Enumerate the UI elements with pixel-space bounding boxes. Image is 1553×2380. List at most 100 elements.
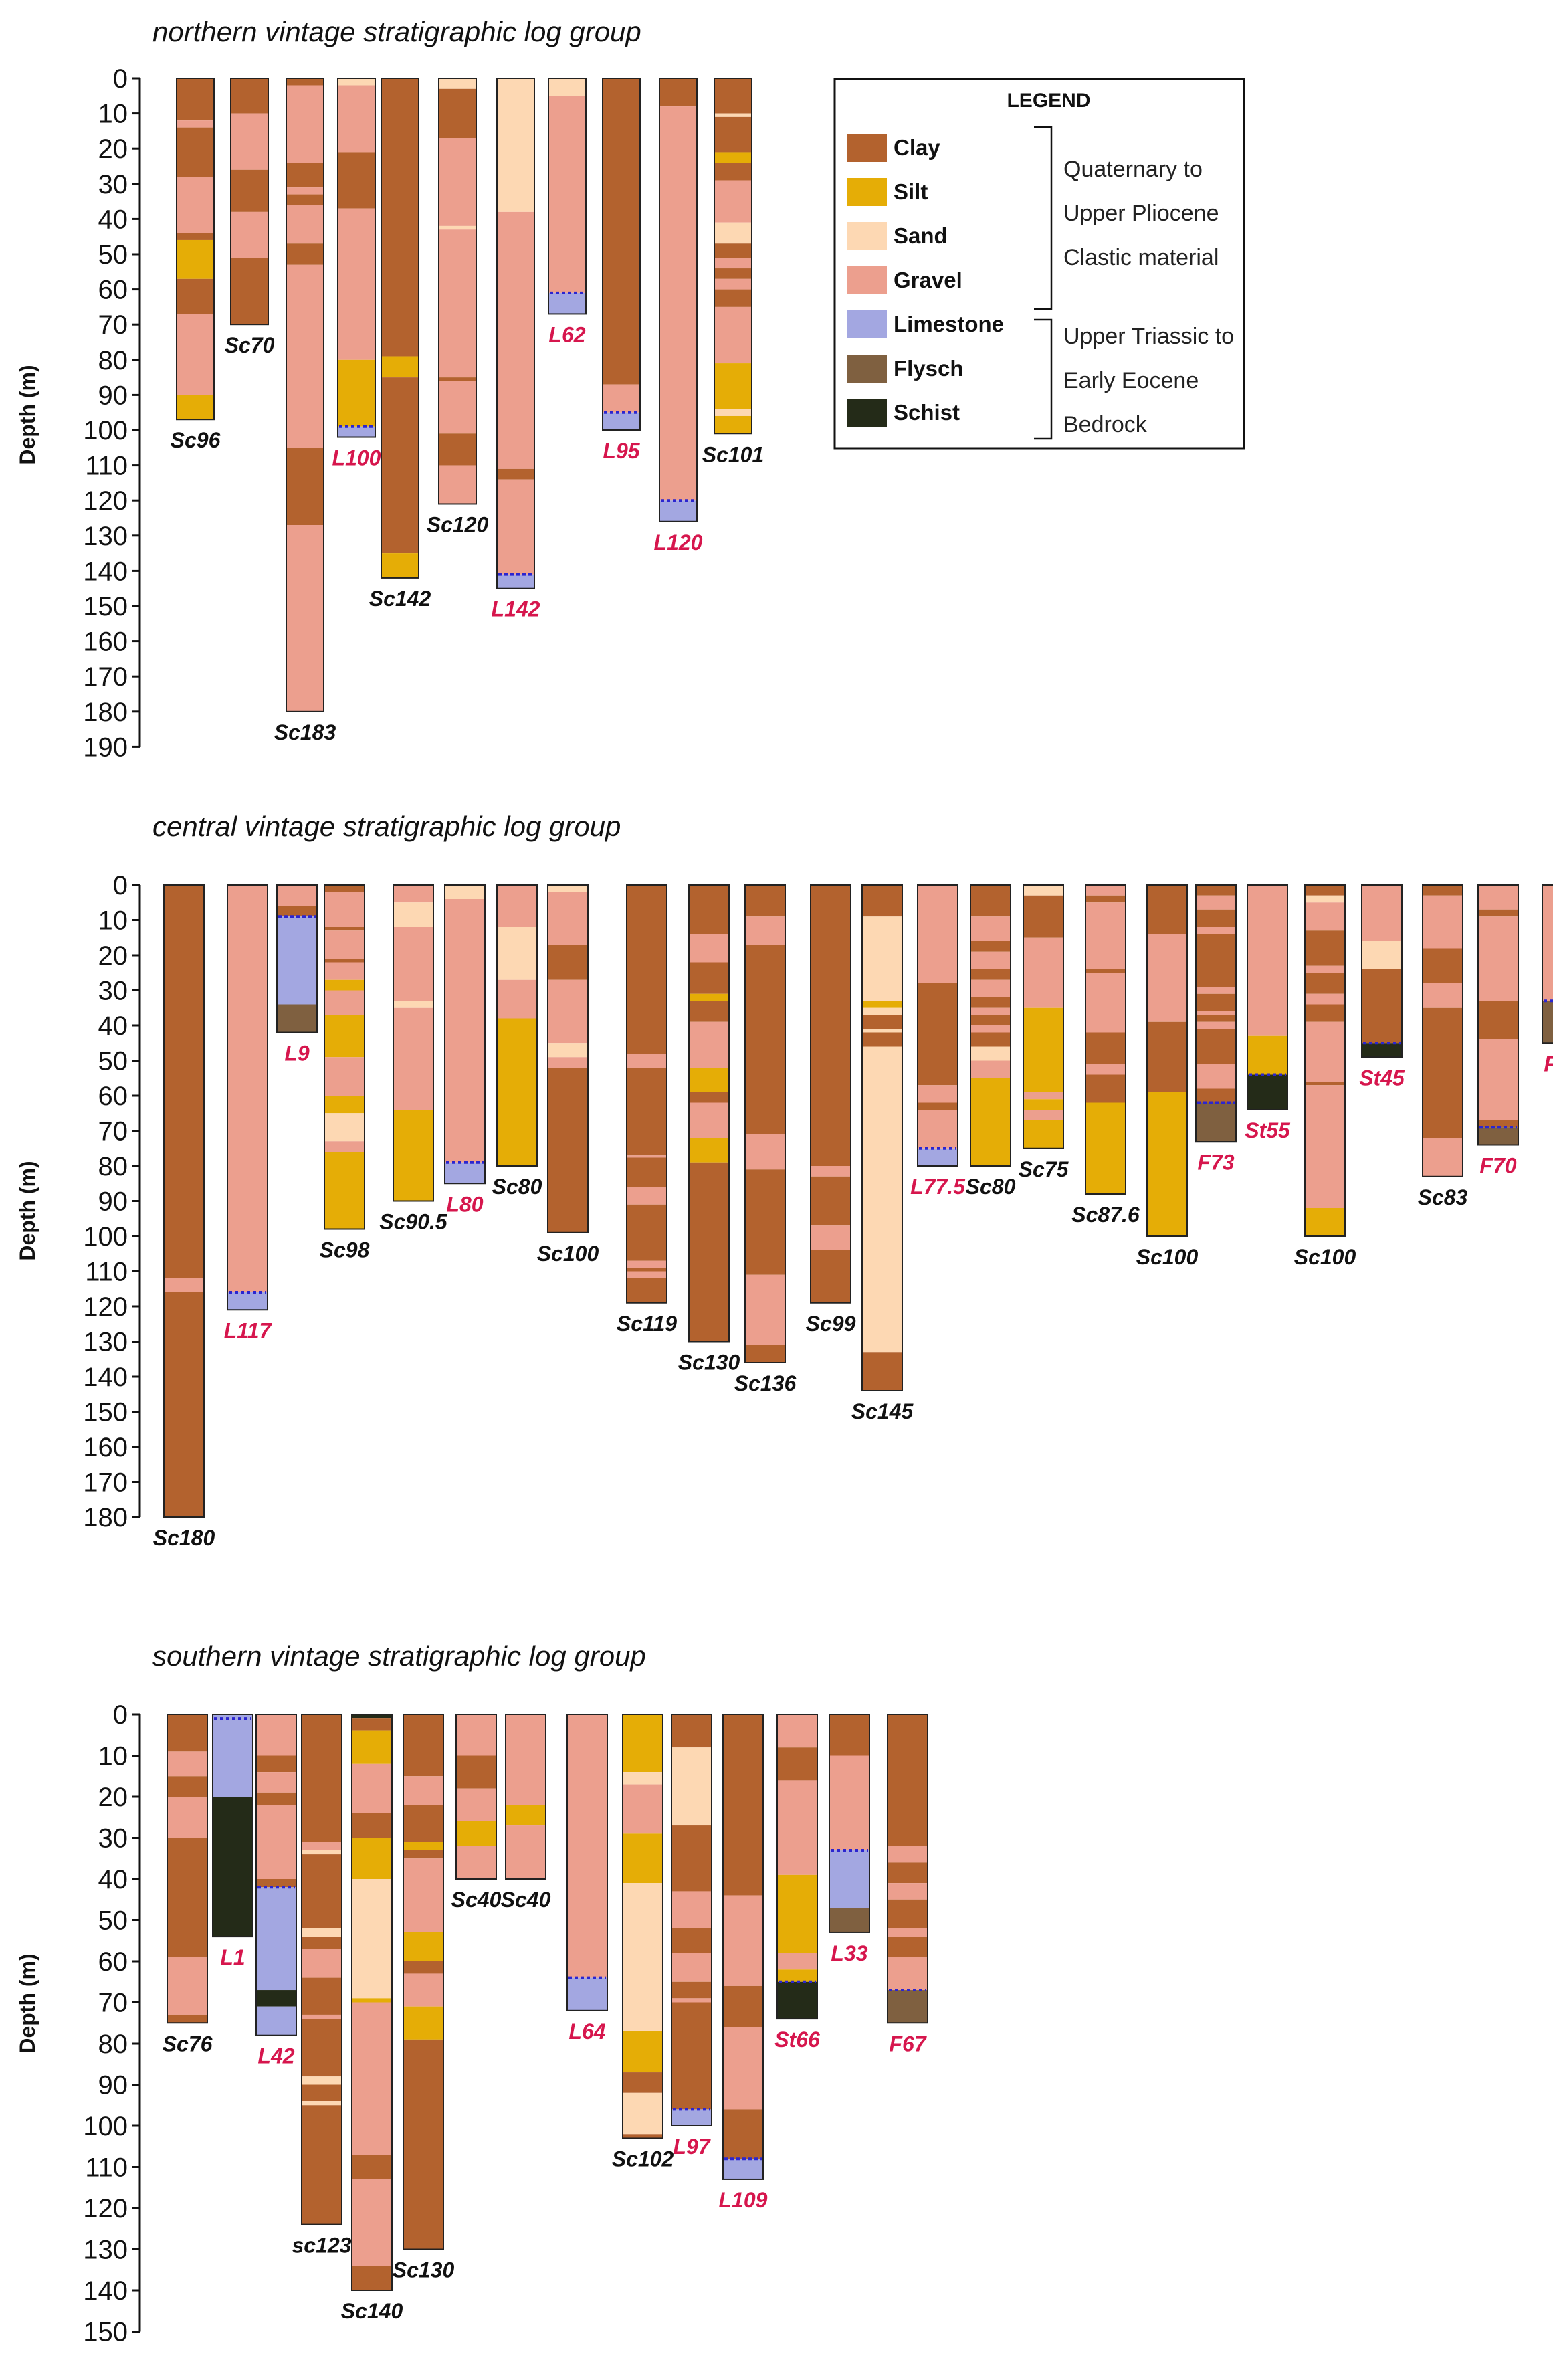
- layer-gravel: [714, 258, 752, 269]
- layer-clay: [627, 1204, 667, 1261]
- y-tick-label: 80: [98, 1152, 128, 1181]
- layer-clay: [862, 885, 902, 917]
- legend: LEGEND Clay Silt Sand Gravel Limestone Flysch…: [833, 78, 1245, 450]
- layer-gravel: [689, 1102, 729, 1138]
- log-label: Sc145: [851, 1399, 914, 1423]
- log-outline: [255, 1714, 297, 2036]
- log-outline: [381, 78, 419, 579]
- layer-gravel: [324, 892, 365, 927]
- layer-clay: [603, 78, 640, 385]
- layer-gravel: [888, 1846, 928, 1863]
- layer-gravel: [177, 177, 214, 233]
- layer-gravel: [456, 1788, 496, 1821]
- layer-gravel: [403, 1973, 443, 2007]
- legend-label: Sand: [894, 223, 948, 248]
- layer-sand: [548, 1043, 588, 1058]
- log-l42: L42: [255, 1714, 297, 2068]
- layer-clay: [623, 2134, 663, 2139]
- y-tick-label: 110: [85, 2153, 128, 2183]
- log-label: Sc130: [678, 1351, 740, 1375]
- legend-item-flysch: Flysch: [847, 355, 964, 383]
- legend-swatch: [847, 222, 887, 250]
- layer-silt: [381, 553, 419, 578]
- y-tick-label: 170: [83, 1468, 128, 1498]
- layer-clay: [1196, 934, 1236, 987]
- log-label: L9: [284, 1042, 310, 1066]
- layer-gravel: [689, 934, 729, 963]
- layer-gravel: [671, 1891, 712, 1928]
- layer-schist: [352, 1714, 392, 1719]
- y-tick-label: 130: [83, 522, 128, 551]
- layer-clay: [302, 2105, 342, 2225]
- log-l117: L117: [224, 884, 273, 1343]
- layer-gravel: [970, 1060, 1011, 1078]
- layer-sand: [862, 1007, 902, 1015]
- layer-clay: [714, 78, 752, 114]
- layer-clay: [1423, 1007, 1463, 1138]
- layer-clay: [177, 233, 214, 240]
- log-outline: [351, 1714, 393, 2291]
- layer-sand: [1305, 895, 1345, 903]
- layer-clay: [1085, 969, 1126, 973]
- y-tick-label: 10: [98, 906, 128, 936]
- layer-gravel: [256, 1714, 296, 1756]
- layer-silt: [777, 1874, 817, 1953]
- layer-sand: [862, 916, 902, 1001]
- y-tick-label: 150: [83, 592, 128, 621]
- log-sc98: Sc98: [320, 884, 370, 1262]
- layer-sand: [352, 1879, 392, 1999]
- layer-limestone: [338, 426, 375, 437]
- legend-bracket-clastic: [1034, 126, 1053, 310]
- layer-silt: [403, 1842, 443, 1850]
- log-label: Sc40: [501, 1888, 551, 1912]
- log-label: L1: [220, 1945, 245, 1969]
- log-label: L120: [654, 530, 703, 555]
- legend-item-clay: Clay: [847, 134, 940, 162]
- layer-silt: [1305, 1208, 1345, 1236]
- layer-clay: [627, 1278, 667, 1303]
- log-label: L117: [224, 1318, 273, 1343]
- layer-clay: [286, 78, 324, 86]
- y-tick-label: 120: [83, 2194, 128, 2223]
- layer-silt: [177, 239, 214, 279]
- log-outline: [1085, 884, 1126, 1195]
- log-outline: [1422, 884, 1463, 1177]
- layer-gravel: [671, 1998, 712, 2003]
- legend-label: Limestone: [894, 312, 1004, 336]
- layer-gravel: [167, 1957, 207, 2015]
- log-label: L42: [257, 2044, 294, 2068]
- log-l9: L9: [276, 884, 318, 1066]
- layer-clay: [970, 969, 1011, 980]
- log-outline: [659, 78, 698, 522]
- y-tick-label: 30: [98, 977, 128, 1006]
- layer-clay: [324, 885, 365, 892]
- layer-gravel: [1196, 987, 1236, 994]
- layer-clay: [970, 885, 1011, 917]
- y-tick-label: 160: [83, 627, 128, 657]
- layer-gravel: [497, 885, 537, 927]
- layer-silt: [623, 2031, 663, 2073]
- layer-silt: [403, 1932, 443, 1961]
- log-outline: [496, 884, 538, 1167]
- legend-group2-line1: Upper Triassic to: [1063, 324, 1234, 349]
- layer-clay: [167, 1776, 207, 1797]
- log-outline: [671, 1714, 712, 2126]
- layer-gravel: [324, 1141, 365, 1152]
- layer-silt: [689, 1068, 729, 1092]
- layer-flysch: [277, 1004, 317, 1033]
- layer-clay: [403, 2039, 443, 2250]
- legend-label: Silt: [894, 179, 928, 204]
- log-l95: L95: [602, 78, 641, 463]
- y-tick-label: 140: [83, 557, 128, 586]
- log-outline: [163, 884, 205, 1518]
- layer-gravel: [1362, 885, 1402, 941]
- log-sc87-6: Sc87.6: [1071, 884, 1140, 1227]
- y-tick-label: 80: [98, 346, 128, 375]
- log-l64: L64: [566, 1714, 608, 2044]
- layer-sand: [445, 885, 485, 899]
- layer-gravel: [286, 85, 324, 163]
- log-l33: L33: [829, 1714, 870, 1965]
- layer-gravel: [338, 85, 375, 153]
- layer-clay: [671, 2002, 712, 2110]
- layer-silt: [352, 1730, 392, 1764]
